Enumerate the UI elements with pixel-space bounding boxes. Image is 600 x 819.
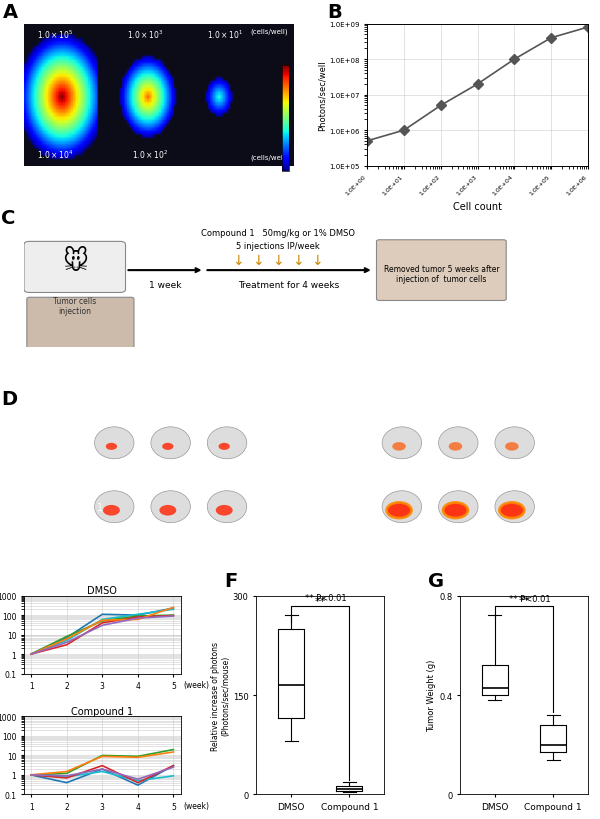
- Y-axis label: Tumor Weight (g): Tumor Weight (g): [427, 659, 436, 731]
- Ellipse shape: [95, 491, 134, 523]
- Text: $1.0\times10^2$: $1.0\times10^2$: [132, 148, 168, 161]
- Ellipse shape: [208, 428, 247, 459]
- Text: ↓: ↓: [252, 253, 264, 268]
- Y-axis label: Relative increase of photons
(Photons/sec/mouse): Relative increase of photons (Photons/se…: [211, 640, 230, 749]
- Text: (cells/well): (cells/well): [251, 29, 289, 35]
- Circle shape: [443, 503, 468, 518]
- Circle shape: [103, 505, 120, 516]
- Ellipse shape: [151, 491, 190, 523]
- Text: Compound 1: Compound 1: [41, 502, 103, 512]
- Ellipse shape: [495, 491, 535, 523]
- Text: (week): (week): [184, 801, 209, 810]
- FancyBboxPatch shape: [24, 242, 125, 293]
- Text: A: A: [2, 2, 17, 21]
- Circle shape: [499, 503, 524, 518]
- Ellipse shape: [208, 491, 247, 523]
- Text: ** P<0.01: ** P<0.01: [305, 594, 346, 603]
- Text: Treatment for 4 weeks: Treatment for 4 weeks: [238, 280, 340, 289]
- Text: 5 week: 5 week: [430, 404, 464, 414]
- Text: $1.0\times10^4$: $1.0\times10^4$: [37, 148, 74, 161]
- FancyBboxPatch shape: [27, 298, 134, 349]
- Circle shape: [216, 505, 233, 516]
- Text: ↓: ↓: [311, 253, 323, 268]
- Text: F: F: [224, 571, 238, 590]
- Text: DMSO: DMSO: [41, 431, 71, 441]
- Text: ↓: ↓: [233, 253, 244, 268]
- Ellipse shape: [495, 428, 535, 459]
- Text: ** P<0.01: ** P<0.01: [509, 594, 550, 603]
- Circle shape: [162, 443, 173, 450]
- Ellipse shape: [382, 428, 422, 459]
- Text: G: G: [428, 571, 444, 590]
- Circle shape: [106, 443, 117, 450]
- X-axis label: Cell count: Cell count: [453, 202, 502, 212]
- Circle shape: [160, 505, 176, 516]
- Ellipse shape: [439, 491, 478, 523]
- Circle shape: [505, 442, 518, 451]
- Circle shape: [449, 442, 462, 451]
- Text: 5 injections IP/week: 5 injections IP/week: [236, 242, 320, 251]
- Text: (cells/well): (cells/well): [251, 154, 289, 161]
- Title: Compound 1: Compound 1: [71, 706, 133, 716]
- Ellipse shape: [151, 428, 190, 459]
- Ellipse shape: [95, 428, 134, 459]
- Circle shape: [392, 442, 406, 451]
- Text: Compound 1   50mg/kg or 1% DMSO: Compound 1 50mg/kg or 1% DMSO: [201, 229, 355, 238]
- Text: $1.0\times10^1$: $1.0\times10^1$: [208, 29, 244, 41]
- Text: D: D: [1, 390, 17, 409]
- Ellipse shape: [382, 491, 422, 523]
- Text: Removed tumor 5 weeks after
injection of  tumor cells: Removed tumor 5 weeks after injection of…: [383, 265, 499, 283]
- Text: **: **: [314, 596, 326, 606]
- FancyBboxPatch shape: [377, 241, 506, 301]
- Title: DMSO: DMSO: [88, 585, 117, 595]
- Circle shape: [218, 443, 230, 450]
- Text: (week): (week): [184, 680, 209, 689]
- Circle shape: [386, 503, 412, 518]
- Text: 1 week: 1 week: [108, 404, 143, 414]
- Text: B: B: [328, 2, 343, 21]
- Text: 🐭: 🐭: [62, 249, 88, 274]
- Text: $1.0\times10^3$: $1.0\times10^3$: [127, 29, 163, 41]
- Text: C: C: [1, 209, 16, 228]
- Text: 1 week: 1 week: [149, 280, 181, 289]
- Text: ↓: ↓: [272, 253, 284, 268]
- Text: **: **: [518, 595, 530, 605]
- Text: ↓: ↓: [292, 253, 304, 268]
- Text: $1.0\times10^5$: $1.0\times10^5$: [37, 29, 74, 41]
- Ellipse shape: [439, 428, 478, 459]
- Y-axis label: Photons/sec/well: Photons/sec/well: [317, 61, 326, 131]
- Text: Tumor cells
injection: Tumor cells injection: [53, 296, 97, 315]
